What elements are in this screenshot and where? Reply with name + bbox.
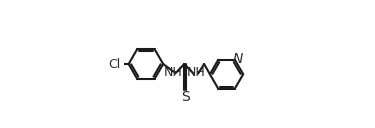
Text: S: S [181,90,189,104]
Text: Cl: Cl [109,57,121,71]
Text: NH: NH [186,66,205,79]
Text: N: N [232,52,243,66]
Text: NH: NH [164,66,182,79]
